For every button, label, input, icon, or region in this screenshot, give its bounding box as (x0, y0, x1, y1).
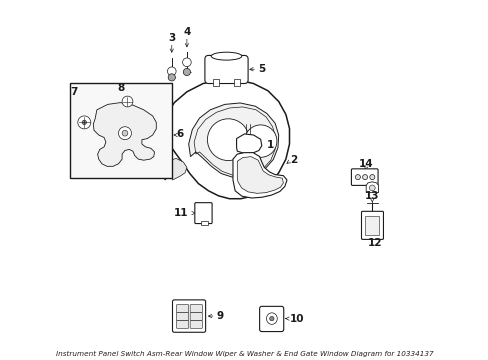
Circle shape (355, 175, 360, 180)
Polygon shape (168, 158, 186, 180)
Circle shape (118, 127, 131, 140)
Text: 13: 13 (365, 191, 379, 201)
FancyBboxPatch shape (172, 300, 205, 332)
Text: 1: 1 (266, 140, 273, 150)
Text: 11: 11 (174, 208, 188, 218)
FancyBboxPatch shape (361, 211, 383, 239)
Bar (200, 221, 207, 225)
Text: Instrument Panel Switch Asm-Rear Window Wiper & Washer & End Gate Window Diagram: Instrument Panel Switch Asm-Rear Window … (56, 351, 432, 356)
FancyBboxPatch shape (194, 203, 212, 224)
Text: 9: 9 (216, 311, 223, 321)
FancyBboxPatch shape (190, 312, 202, 320)
FancyBboxPatch shape (190, 320, 202, 328)
Circle shape (122, 96, 133, 107)
Bar (70, 83, 172, 178)
Text: 10: 10 (289, 314, 304, 324)
Circle shape (122, 130, 127, 136)
Ellipse shape (211, 52, 241, 60)
Polygon shape (93, 103, 156, 166)
Circle shape (182, 58, 191, 67)
FancyBboxPatch shape (176, 320, 188, 328)
Polygon shape (236, 134, 261, 153)
Circle shape (168, 74, 175, 81)
Text: 8: 8 (118, 83, 125, 93)
Bar (234, 79, 240, 86)
Circle shape (78, 116, 91, 129)
Polygon shape (158, 80, 289, 199)
FancyBboxPatch shape (351, 169, 377, 185)
Text: 6: 6 (176, 129, 183, 139)
Text: 4: 4 (183, 27, 190, 37)
Polygon shape (264, 177, 280, 196)
FancyBboxPatch shape (190, 305, 202, 312)
FancyBboxPatch shape (204, 55, 247, 84)
Polygon shape (188, 103, 278, 177)
FancyBboxPatch shape (176, 305, 188, 312)
Circle shape (207, 119, 249, 161)
Circle shape (82, 120, 86, 125)
Circle shape (369, 175, 374, 180)
Text: 3: 3 (168, 33, 175, 43)
Circle shape (269, 316, 273, 321)
Circle shape (368, 185, 374, 191)
Text: 14: 14 (358, 159, 373, 169)
Circle shape (183, 68, 190, 76)
Text: 7: 7 (70, 87, 77, 97)
Text: 2: 2 (290, 155, 297, 165)
Text: 12: 12 (367, 238, 381, 248)
FancyBboxPatch shape (259, 306, 283, 332)
Bar (212, 79, 218, 86)
Polygon shape (232, 153, 286, 198)
Bar (365, 216, 379, 235)
Polygon shape (366, 182, 378, 193)
Circle shape (244, 125, 276, 157)
Polygon shape (237, 157, 283, 193)
FancyBboxPatch shape (176, 312, 188, 320)
Text: 5: 5 (258, 64, 265, 74)
Circle shape (362, 175, 367, 180)
Circle shape (167, 67, 176, 76)
